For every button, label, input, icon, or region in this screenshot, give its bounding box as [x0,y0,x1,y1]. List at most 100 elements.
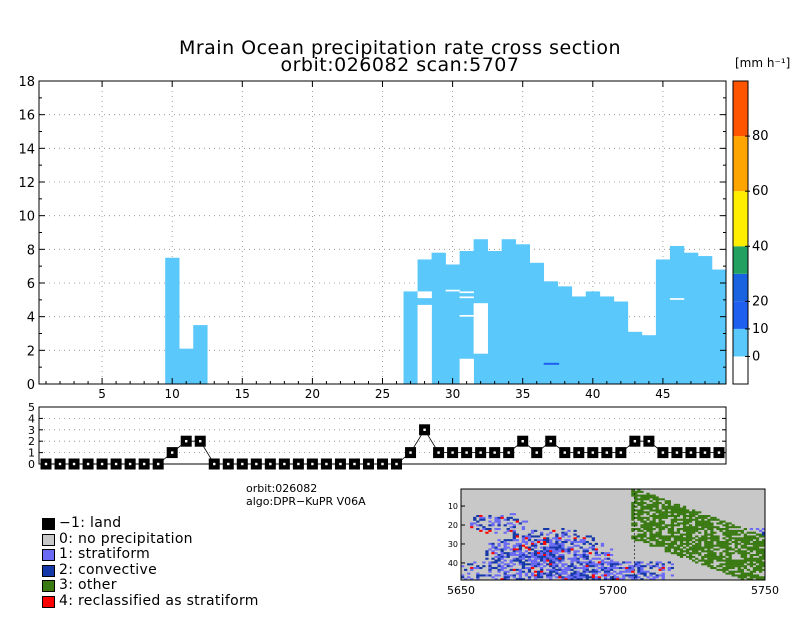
map-cell [512,526,516,529]
map-cell [570,559,574,562]
map-cell [500,557,504,560]
map-cell [722,568,726,571]
map-cell [692,513,696,516]
map-cell [597,570,602,573]
map-cell [679,518,684,521]
map-cell [655,565,659,568]
map-cell [758,559,763,562]
map-cell [734,546,738,549]
map-cell [734,574,738,577]
map-cell [555,552,559,555]
map-cell [728,542,732,545]
map-cell [561,550,565,553]
colorbar-unit: [mm h⁻¹] [735,56,791,70]
map-cell [506,542,510,545]
map-cell [749,550,754,553]
map-cell [661,568,665,571]
map-cell [637,516,641,519]
map-cell [716,548,720,551]
map-cell [524,550,529,553]
map-cell [503,576,507,579]
map-cell [552,552,556,555]
map-cell [488,570,492,573]
map-cell [518,548,522,551]
map-cell [713,535,717,538]
map-cell [561,535,565,538]
map-y-label: 40 [448,559,458,568]
map-cell [728,570,732,573]
map-cell [755,537,760,540]
map-cell [479,567,483,570]
map-cell [591,548,595,551]
map-cell [603,552,608,555]
map-cell [740,554,744,557]
map-cell [676,554,681,557]
map-cell [734,544,738,547]
map-cell [731,533,735,536]
rain-column [193,325,208,384]
map-cell [537,552,541,555]
map-cell [533,570,538,573]
map-cell [518,557,522,560]
map-cell [698,539,702,542]
map-cell [652,513,656,516]
map-cell [509,559,513,562]
map-cell [564,568,568,571]
map-cell [540,546,544,549]
map-cell [552,550,556,553]
rain-column [165,257,180,384]
map-cell [670,526,674,529]
map-cell [704,531,708,534]
map-cell [625,570,629,573]
map-cell [682,522,687,525]
map-cell [591,546,595,549]
map-cell [494,518,498,521]
map-cell [698,537,702,540]
map-cell [591,537,595,540]
map-cell [707,546,711,549]
map-cell [518,574,522,577]
map-cell [512,557,516,560]
map-cell [637,509,641,512]
map-cell [649,496,653,499]
map-cell [573,555,577,558]
map-cell [695,513,699,516]
map-cell [667,502,671,505]
map-cell [761,541,766,544]
map-cell [719,520,723,523]
map-cell [716,528,720,531]
map-cell [661,513,665,516]
map-cell [631,567,635,570]
map-cell [479,524,483,527]
flag-marker-dot [535,451,538,454]
map-cell [576,541,580,544]
rain-column [599,296,615,384]
map-cell [667,544,671,547]
map-cell [673,531,678,534]
map-cell [570,548,574,551]
map-cell [488,574,492,577]
legend-label: 0: no precipitation [59,530,193,547]
map-cell [515,535,519,538]
map-cell [761,555,766,558]
map-cell [515,568,519,571]
map-cell [728,526,732,529]
map-cell [537,572,541,575]
map-cell [537,541,541,544]
map-cell [752,574,757,577]
map-cell [679,509,684,512]
map-cell [555,565,559,568]
map-cell [549,548,553,551]
map-cell [643,528,647,531]
map-cell [646,529,650,532]
map-cell [591,578,595,581]
map-cell [692,526,696,529]
colorbar-segment [733,191,748,247]
map-cell [689,548,693,551]
map-cell [597,557,602,560]
map-cell [658,515,662,518]
map-cell [682,509,687,512]
map-cell [591,539,595,542]
map-cell [752,537,757,540]
map-cell [664,516,668,519]
